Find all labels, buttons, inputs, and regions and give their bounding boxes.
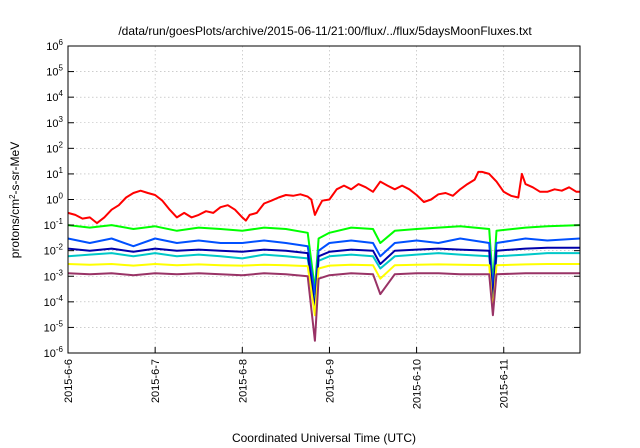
x-tick-label: 2015-6-10: [412, 359, 424, 409]
y-tick-base: 10: [46, 195, 58, 207]
y-tick-exponent: 0: [59, 192, 64, 201]
y-tick-exponent: -1: [56, 217, 64, 226]
y-tick-label: 10-5: [44, 319, 64, 334]
y-tick-label: 10-3: [44, 268, 64, 283]
y-tick-exponent: -2: [56, 243, 64, 252]
series-line: [67, 224, 581, 291]
y-tick-base: 10: [44, 271, 56, 283]
y-tick-exponent: -3: [56, 268, 64, 277]
y-tick-exponent: 4: [59, 89, 64, 98]
y-tick-base: 10: [44, 322, 56, 334]
x-tick-label: 2015-6-11: [499, 359, 511, 408]
grid: [68, 46, 580, 353]
y-tick-label: 101: [46, 166, 63, 181]
x-tick-label: 2015-6-6: [63, 359, 75, 403]
y-tick-label: 10-1: [44, 217, 64, 232]
y-tick-label: 10-2: [44, 243, 64, 258]
y-tick-label: 104: [46, 89, 63, 104]
y-axis-label: protons/cm2-s-sr-MeV: [8, 142, 23, 258]
y-tick-base: 10: [46, 169, 58, 181]
y-tick-exponent: 1: [59, 166, 64, 175]
y-tick-base: 10: [46, 67, 58, 79]
y-label-superscript: 2: [8, 194, 17, 199]
x-tick-label: 2015-6-9: [324, 359, 336, 403]
y-axis: 10-610-510-410-310-210-11001011021031041…: [44, 38, 580, 360]
y-tick-exponent: 6: [59, 38, 64, 47]
series-line: [67, 272, 580, 342]
chart-title: /data/run/goesPlots/archive/2015-06-11/2…: [118, 24, 532, 38]
y-tick-base: 10: [46, 92, 58, 104]
y-tick-exponent: -6: [56, 345, 64, 354]
y-tick-base: 10: [44, 220, 56, 232]
series-line: [67, 263, 580, 317]
y-tick-label: 103: [46, 115, 63, 130]
y-label-suffix: -s-sr-MeV: [8, 142, 22, 195]
y-tick-exponent: 3: [59, 115, 64, 124]
y-tick-exponent: 5: [59, 64, 64, 73]
x-tick-label: 2015-6-7: [150, 359, 162, 403]
y-tick-base: 10: [46, 118, 58, 130]
y-label-prefix: protons/cm: [8, 199, 22, 258]
y-tick-base: 10: [46, 143, 58, 155]
y-tick-base: 10: [44, 348, 56, 360]
y-tick-exponent: 2: [59, 140, 64, 149]
y-tick-exponent: -5: [56, 319, 64, 328]
y-tick-label: 10-4: [44, 294, 64, 309]
y-tick-label: 106: [46, 38, 63, 53]
y-tick-exponent: -4: [56, 294, 64, 303]
y-tick-label: 10-6: [44, 345, 64, 360]
y-tick-label: 102: [46, 140, 63, 155]
x-axis-label: Coordinated Universal Time (UTC): [232, 431, 416, 445]
y-tick-base: 10: [44, 246, 56, 258]
series-line: [67, 170, 580, 225]
series-group: [67, 170, 581, 342]
x-tick-label: 2015-6-8: [237, 359, 249, 403]
y-tick-base: 10: [44, 297, 56, 309]
x-axis: 2015-6-6 2015-6-7 2015-6-8 2015-6-9 2015-6-1…: [63, 347, 511, 409]
y-tick-label: 100: [46, 192, 63, 207]
y-tick-label: 105: [46, 64, 63, 79]
series-line: [67, 246, 580, 311]
y-tick-base: 10: [46, 41, 58, 53]
